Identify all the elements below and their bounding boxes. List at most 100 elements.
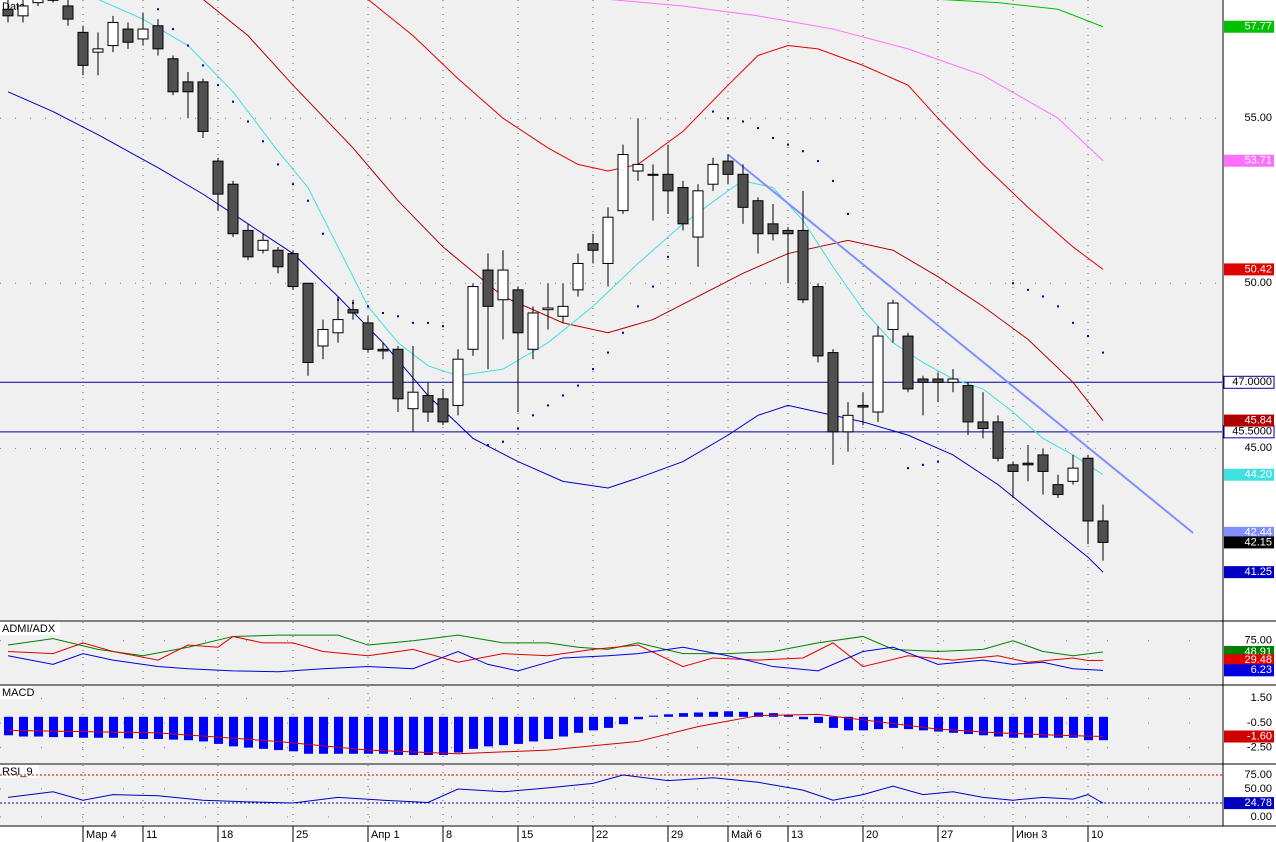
histogram-bar bbox=[34, 716, 43, 737]
price-tag bbox=[1224, 730, 1274, 743]
price-tag-label: 41.25 bbox=[1244, 566, 1272, 578]
candle-body bbox=[317, 328, 329, 347]
x-tick-label: 22 bbox=[596, 829, 608, 841]
candle-body bbox=[722, 160, 734, 175]
sar-dot bbox=[172, 28, 174, 31]
sar-dot bbox=[637, 305, 639, 308]
y-tick-label: 75.00 bbox=[1244, 769, 1272, 781]
candle-body bbox=[92, 48, 104, 53]
candle-body bbox=[137, 28, 149, 40]
candle-body bbox=[17, 5, 29, 17]
sar-dot bbox=[1057, 305, 1059, 308]
price-tag bbox=[1224, 566, 1274, 579]
candle-body bbox=[842, 414, 854, 433]
x-tick-label: 20 bbox=[866, 829, 878, 841]
sar-dot bbox=[922, 463, 924, 466]
candle-body bbox=[857, 404, 869, 408]
histogram-bar bbox=[454, 716, 463, 753]
histogram-bar bbox=[589, 716, 598, 731]
candle-body bbox=[32, 0, 44, 4]
sar-dot bbox=[202, 64, 204, 67]
candle-body bbox=[152, 25, 164, 50]
candle-body bbox=[227, 183, 239, 235]
indicator-line bbox=[7, 635, 1104, 668]
histogram-bar bbox=[259, 716, 268, 749]
x-tick-label: Апр 1 bbox=[371, 829, 400, 841]
x-tick-label: 25 bbox=[296, 829, 308, 841]
indicator-line bbox=[940, 0, 1104, 28]
sar-dot bbox=[1012, 282, 1014, 285]
price-tag bbox=[1223, 375, 1275, 389]
price-tag bbox=[1224, 536, 1274, 549]
histogram-bar bbox=[724, 711, 733, 717]
candle-body bbox=[257, 239, 269, 251]
candle-body bbox=[272, 249, 284, 268]
histogram-bar bbox=[574, 716, 583, 733]
histogram-bar bbox=[694, 712, 703, 717]
candle-body bbox=[167, 58, 179, 93]
sar-dot bbox=[232, 100, 234, 103]
panel-title-bg bbox=[0, 622, 60, 635]
candle-body bbox=[122, 28, 134, 43]
candle-body bbox=[797, 229, 809, 301]
histogram-bar bbox=[394, 716, 403, 755]
histogram-bar bbox=[304, 716, 313, 754]
sar-dot bbox=[547, 404, 549, 407]
sar-dot bbox=[187, 44, 189, 47]
y-tick-label: 75.00 bbox=[1244, 635, 1272, 647]
candle-body bbox=[242, 229, 254, 258]
candle-body bbox=[2, 8, 14, 17]
histogram-bar bbox=[334, 716, 343, 754]
price-tag bbox=[1224, 414, 1274, 427]
candle-body bbox=[77, 31, 89, 66]
x-tick-label: Май 6 bbox=[731, 829, 762, 841]
sar-dot bbox=[772, 136, 774, 139]
histogram-bar bbox=[424, 716, 433, 755]
price-tag-label: 42.15 bbox=[1244, 536, 1272, 548]
histogram-bar bbox=[1069, 716, 1078, 738]
candle-body bbox=[107, 21, 119, 47]
histogram-bar bbox=[1039, 716, 1048, 738]
histogram-bar bbox=[199, 716, 208, 742]
main-panel bbox=[0, 0, 1222, 620]
sar-dot bbox=[307, 199, 309, 202]
histogram-bar bbox=[229, 716, 238, 747]
candle-body bbox=[662, 173, 674, 192]
price-tag bbox=[1224, 20, 1274, 33]
histogram-bar bbox=[859, 716, 868, 731]
panel-title: MACD bbox=[2, 687, 34, 699]
histogram-bar bbox=[379, 716, 388, 754]
histogram-bar bbox=[439, 716, 448, 755]
candle-body bbox=[1037, 454, 1049, 472]
price-tag bbox=[1224, 526, 1274, 539]
candle-body bbox=[362, 322, 374, 350]
candle-body bbox=[377, 348, 389, 352]
y-tick-label: 1.50 bbox=[1251, 692, 1272, 704]
y-tick-label: 50.00 bbox=[1244, 277, 1272, 289]
histogram-bar bbox=[154, 716, 163, 739]
sar-dot bbox=[802, 150, 804, 153]
candle-body bbox=[767, 223, 779, 235]
histogram-bar bbox=[799, 716, 808, 720]
price-tag bbox=[1224, 654, 1274, 667]
candle-body bbox=[557, 305, 569, 317]
candle-body bbox=[467, 286, 479, 350]
histogram-bar bbox=[124, 716, 133, 739]
histogram-bar bbox=[289, 716, 298, 752]
sar-dot bbox=[757, 127, 759, 130]
sar-dot bbox=[727, 117, 729, 120]
x-tick-label: Мар 4 bbox=[86, 829, 117, 841]
histogram-bar bbox=[1054, 716, 1063, 738]
sar-dot bbox=[652, 285, 654, 288]
sar-dot bbox=[217, 84, 219, 87]
y-tick-label: 0.00 bbox=[1251, 811, 1272, 823]
sar-dot bbox=[907, 467, 909, 470]
histogram-bar bbox=[829, 716, 838, 728]
candle-body bbox=[197, 81, 209, 132]
price-tag-label: 50.42 bbox=[1244, 263, 1272, 275]
histogram-bar bbox=[814, 716, 823, 723]
sar-dot bbox=[382, 311, 384, 314]
x-tick-label: 29 bbox=[671, 829, 683, 841]
candle-body bbox=[752, 200, 764, 235]
sar-dot bbox=[607, 351, 609, 354]
